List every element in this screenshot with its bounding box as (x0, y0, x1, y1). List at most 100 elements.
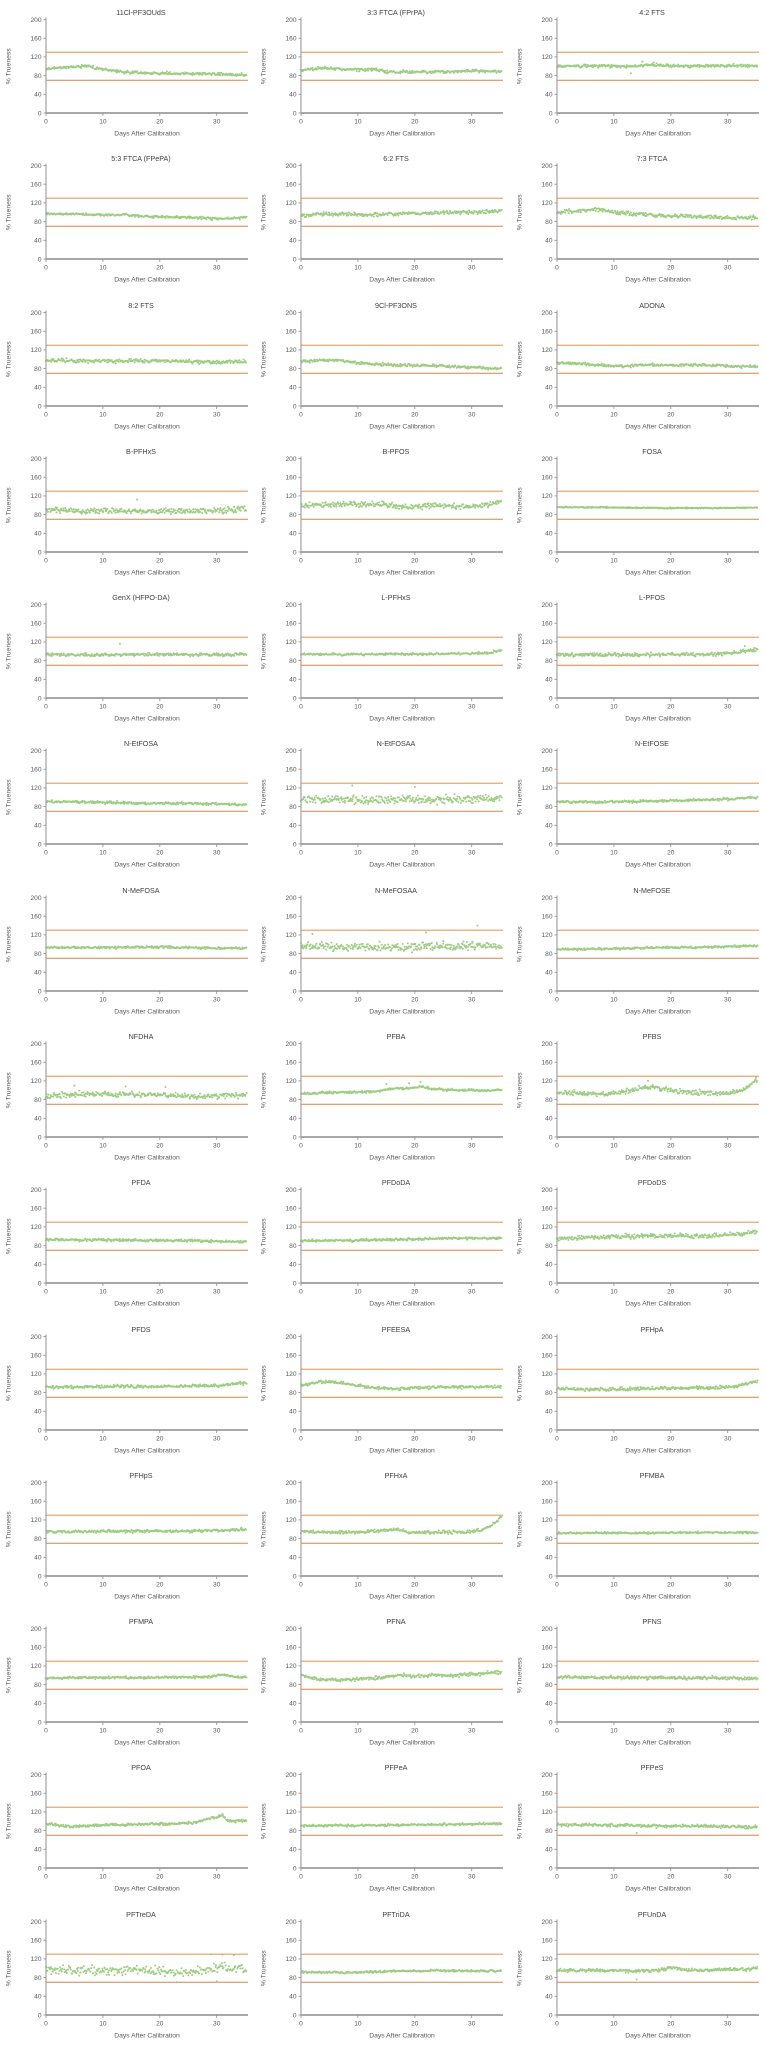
y-tick-label: 160 (541, 35, 552, 42)
x-tick-label: 20 (156, 704, 164, 711)
x-tick-label: 0 (555, 1728, 559, 1735)
subplot-n-mefosa: 0 40 80 120 160 200 0 10 20 30 N-MeFOSA Days After … (0, 878, 255, 1024)
x-tick-label: 0 (555, 704, 559, 711)
y-axis-label: % Trueness (516, 633, 523, 669)
y-tick-label: 0 (38, 403, 42, 410)
x-tick-label: 20 (667, 265, 675, 272)
plot-title: 4:2 FTS (639, 8, 665, 17)
plot-title: N-MeFOSAA (375, 886, 417, 895)
scatter-plot-pfns: 0 40 80 120 160 200 0 10 20 30 PFNS Days After Cali… (516, 1617, 759, 1747)
y-tick-label: 80 (34, 1975, 42, 1982)
y-tick-label: 80 (34, 512, 42, 519)
plot-title: PFHxA (385, 1471, 408, 1480)
y-tick-label: 0 (548, 1573, 552, 1580)
y-tick-label: 80 (545, 1682, 553, 1689)
y-tick-label: 80 (34, 1828, 42, 1835)
y-tick-label: 0 (548, 2012, 552, 2019)
plot-title: PFTreDA (126, 1910, 156, 1919)
y-tick-label: 160 (286, 1937, 297, 1944)
x-tick-label: 10 (99, 557, 107, 564)
y-tick-label: 40 (289, 384, 297, 391)
y-tick-label: 120 (31, 200, 42, 207)
scatter-plot-n-etfosa: 0 40 80 120 160 200 0 10 20 30 N-EtFOSA Days After … (5, 739, 248, 869)
y-tick-label: 200 (286, 1187, 297, 1194)
subplot-pfmpa: 0 40 80 120 160 200 0 10 20 30 PFMPA Days After Cal… (0, 1609, 255, 1755)
y-tick-label: 200 (541, 1041, 552, 1048)
x-tick-label: 0 (299, 2020, 303, 2027)
y-tick-label: 120 (541, 347, 552, 354)
x-tick-label: 10 (99, 2020, 107, 2027)
y-axis-label: % Trueness (261, 1072, 268, 1108)
x-axis-label: Days After Calibration (370, 1447, 436, 1454)
y-axis-label: % Trueness (5, 1072, 12, 1108)
y-tick-label: 200 (31, 1187, 42, 1194)
x-tick-label: 0 (299, 996, 303, 1003)
x-tick-label: 10 (355, 1435, 363, 1442)
x-tick-label: 10 (99, 996, 107, 1003)
x-tick-label: 0 (555, 1142, 559, 1149)
x-tick-label: 0 (299, 704, 303, 711)
x-tick-label: 0 (299, 557, 303, 564)
x-tick-label: 20 (411, 1581, 419, 1588)
scatter-plot-l-pfhxs: 0 40 80 120 160 200 0 10 20 30 L-PFHxS Days After C… (261, 593, 504, 723)
scatter-plot-pfhpa: 0 40 80 120 160 200 0 10 20 30 PFHpA Days After Cal… (516, 1325, 759, 1454)
y-tick-label: 40 (545, 1116, 553, 1123)
y-tick-label: 120 (541, 1224, 552, 1231)
x-tick-label: 30 (213, 1142, 221, 1149)
y-tick-label: 40 (34, 92, 42, 99)
plot-title: N-MeFOSE (633, 886, 670, 895)
x-tick-label: 30 (213, 118, 221, 125)
x-tick-label: 30 (724, 265, 732, 272)
y-tick-label: 120 (286, 932, 297, 939)
y-tick-label: 0 (293, 1134, 297, 1141)
plot-title: L-PFHxS (382, 593, 411, 602)
subplot-n-etfose: 0 40 80 120 160 200 0 10 20 30 N-EtFOSE Days After … (511, 731, 766, 877)
x-tick-label: 20 (411, 1435, 419, 1442)
x-tick-label: 0 (44, 850, 48, 857)
y-tick-label: 120 (541, 1810, 552, 1817)
x-axis-label: Days After Calibration (625, 1154, 691, 1161)
y-tick-label: 40 (289, 1116, 297, 1123)
y-axis-label: % Trueness (261, 48, 268, 84)
y-tick-label: 40 (289, 1847, 297, 1854)
y-tick-label: 0 (38, 257, 42, 264)
x-tick-label: 0 (299, 1435, 303, 1442)
x-tick-label: 0 (299, 1142, 303, 1149)
y-tick-label: 80 (545, 73, 553, 80)
y-tick-label: 40 (289, 969, 297, 976)
y-axis-label: % Trueness (516, 194, 523, 230)
scatter-points (300, 1821, 503, 1829)
y-tick-label: 0 (548, 257, 552, 264)
x-axis-label: Days After Calibration (114, 716, 180, 723)
x-tick-label: 20 (411, 118, 419, 125)
plot-title: PFBA (387, 1032, 406, 1041)
x-tick-label: 0 (299, 1289, 303, 1296)
y-tick-label: 120 (286, 1663, 297, 1670)
x-tick-label: 30 (724, 118, 732, 125)
x-tick-label: 10 (610, 411, 618, 418)
plot-title: L-PFOS (639, 593, 665, 602)
x-tick-label: 10 (610, 2020, 618, 2027)
x-tick-label: 30 (724, 1142, 732, 1149)
y-axis-label: % Trueness (516, 1657, 523, 1693)
y-tick-label: 0 (38, 988, 42, 995)
y-tick-label: 160 (286, 913, 297, 920)
y-tick-label: 40 (289, 1554, 297, 1561)
y-tick-label: 160 (286, 182, 297, 189)
x-tick-label: 30 (724, 996, 732, 1003)
y-tick-label: 0 (38, 842, 42, 849)
x-tick-label: 30 (213, 1435, 221, 1442)
x-axis-label: Days After Calibration (625, 1008, 691, 1015)
x-tick-label: 10 (610, 118, 618, 125)
x-tick-label: 10 (610, 557, 618, 564)
y-tick-label: 0 (38, 110, 42, 117)
y-tick-label: 0 (38, 1866, 42, 1873)
y-tick-label: 40 (289, 1701, 297, 1708)
y-tick-label: 200 (541, 163, 552, 170)
plot-title: 8:2 FTS (128, 301, 154, 310)
y-tick-label: 80 (545, 1536, 553, 1543)
x-tick-label: 10 (99, 1435, 107, 1442)
scatter-plot-pfdods: 0 40 80 120 160 200 0 10 20 30 PFDoDS Days After Ca… (516, 1178, 759, 1308)
subplot-n-mefose: 0 40 80 120 160 200 0 10 20 30 N-MeFOSE Days After … (511, 878, 766, 1024)
y-tick-label: 200 (541, 748, 552, 755)
